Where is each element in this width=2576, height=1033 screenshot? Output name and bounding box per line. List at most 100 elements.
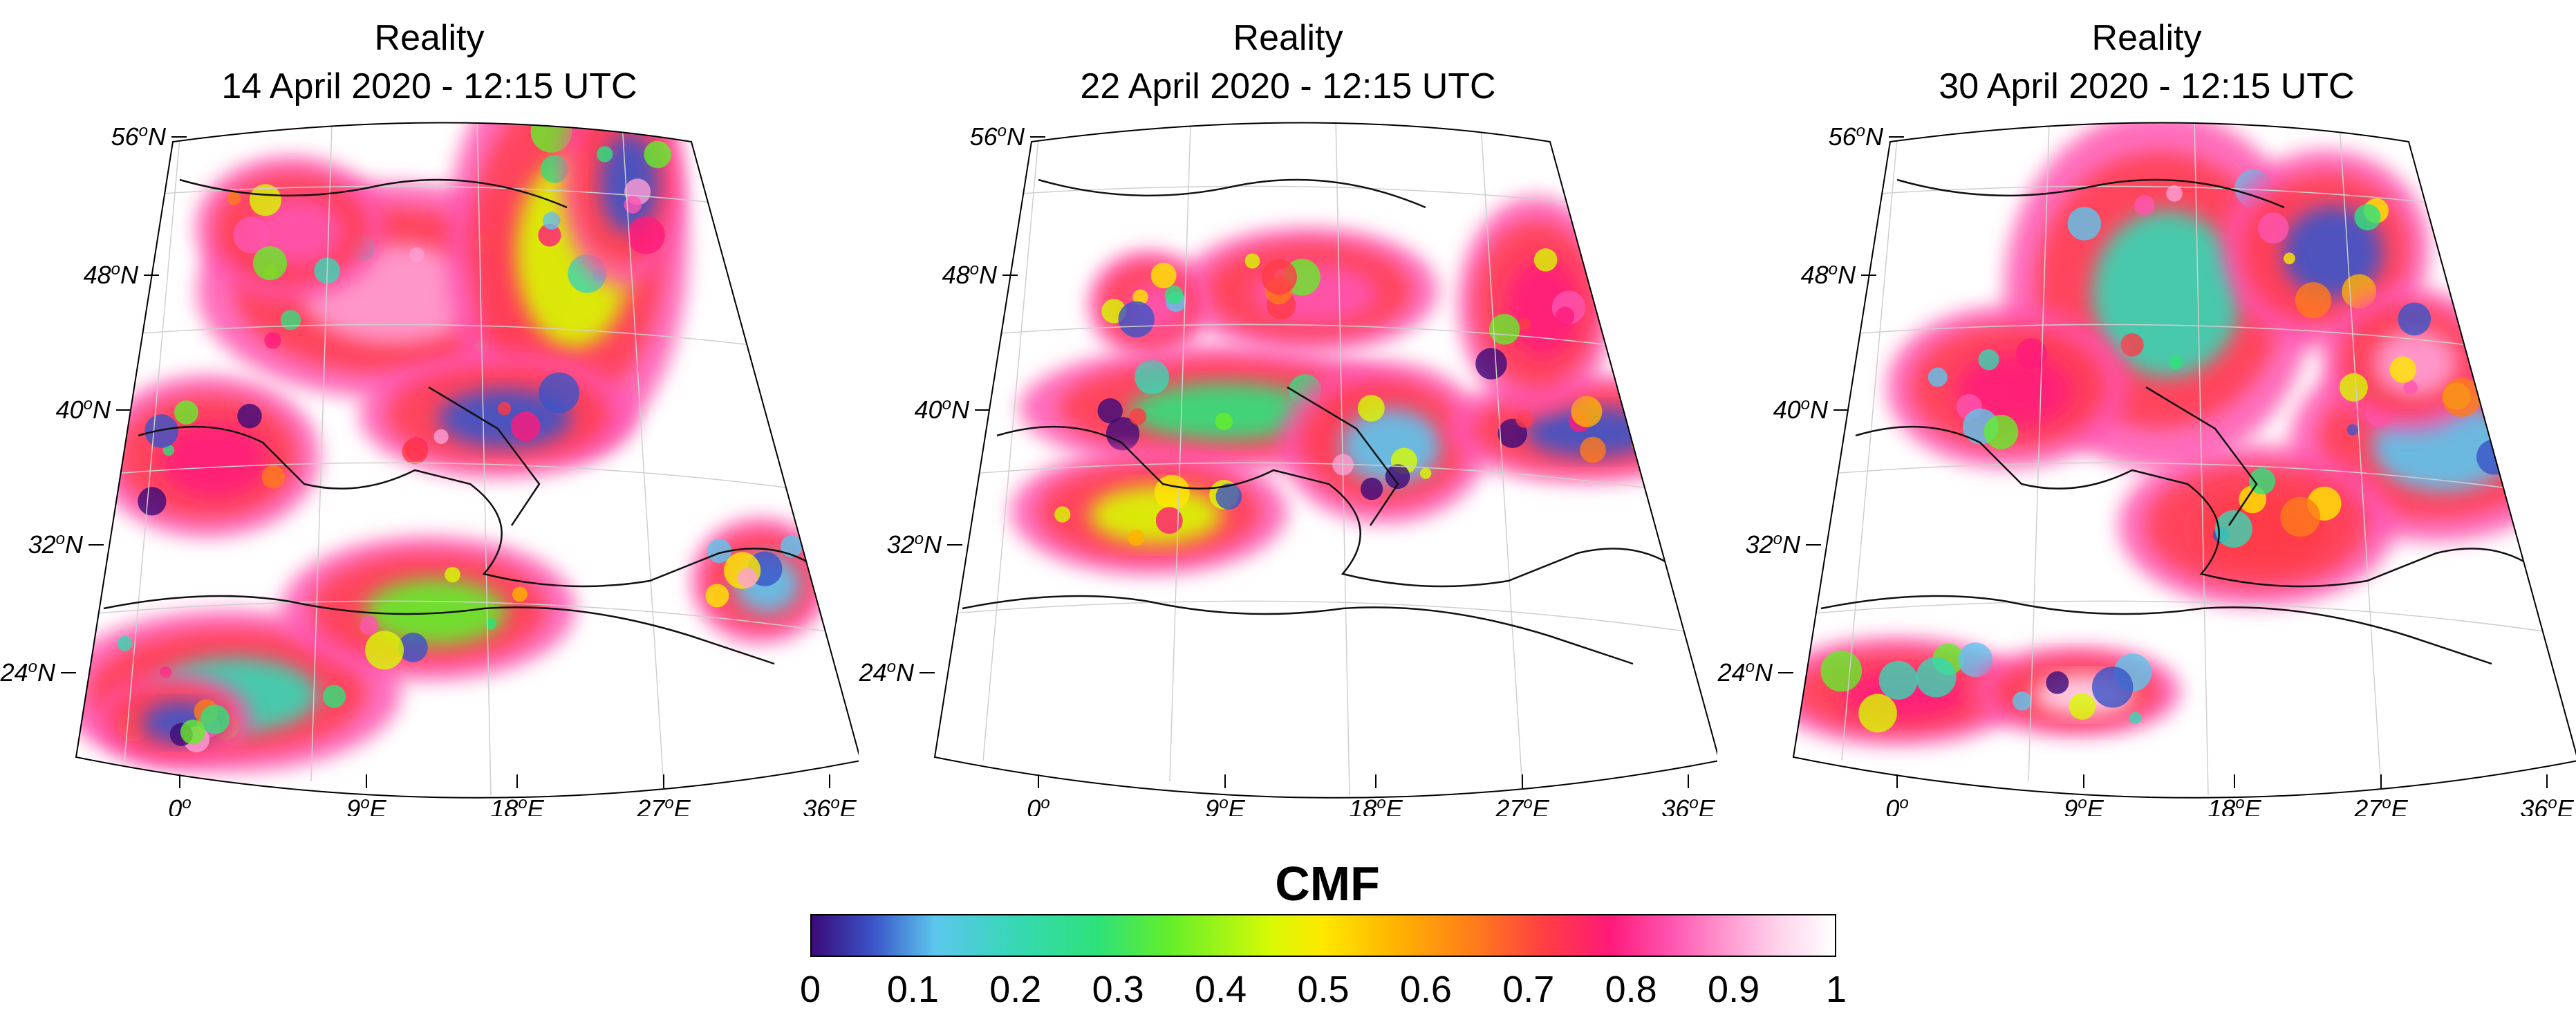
cloud-speck	[322, 685, 346, 708]
cloud-speck	[2248, 467, 2276, 495]
colorbar-tick-label: 1	[1825, 969, 1847, 1010]
cloud-core	[1130, 382, 1320, 440]
cloud-speck	[1164, 285, 1184, 304]
cloud-speck	[180, 719, 205, 745]
lat-label: 24oN	[0, 658, 56, 687]
cloud-speck	[1916, 657, 1957, 698]
cloud-speck	[2346, 424, 2359, 436]
cloud-speck	[138, 487, 167, 516]
panel-date: 14 April 2020 - 12:15 UTC	[221, 66, 637, 106]
colorbar-tick-label: 0.3	[1092, 969, 1144, 1010]
map-frame	[1792, 122, 2576, 799]
lat-label: 56oN	[111, 122, 167, 151]
coastline	[103, 178, 816, 665]
cloud-speck	[117, 635, 133, 651]
colorbar-title: CMF	[1275, 857, 1380, 911]
cloud-speck	[2476, 439, 2512, 475]
lat-label: 32oN	[28, 530, 84, 559]
lon-label: 0o	[168, 794, 191, 817]
cloud-speck	[1358, 394, 1385, 422]
cloud-speck	[1215, 412, 1233, 431]
panel-title: Reality	[1233, 18, 1343, 58]
panel-title: Reality	[2091, 18, 2202, 58]
cloud-speck	[705, 584, 729, 608]
cloud-speck	[227, 191, 241, 205]
cloud-speck	[200, 705, 230, 734]
panel-title: Reality	[374, 18, 485, 58]
cloud-speck	[2013, 691, 2032, 711]
lat-label: 40oN	[56, 395, 111, 425]
cloud-speck	[402, 438, 428, 465]
cloud-speck	[2134, 195, 2155, 216]
lon-label: 9oE	[346, 794, 386, 817]
cloud-speck	[1820, 650, 1863, 692]
cloud-speck	[512, 586, 528, 602]
lon-label: 18oE	[2208, 794, 2261, 817]
lon-label: 18oE	[1349, 794, 1403, 817]
cloud-speck	[1385, 464, 1410, 490]
cloud-speck	[445, 566, 460, 583]
cloud-speck	[237, 403, 262, 429]
cloud-speck	[2398, 302, 2432, 336]
cloud-speck	[249, 184, 281, 216]
cloud-speck	[1858, 694, 1897, 733]
lat-label: 32oN	[1746, 530, 1801, 559]
colorbar-tick-label: 0.1	[886, 969, 939, 1010]
lon-label: 27oE	[2353, 794, 2408, 817]
cloud-speck	[1958, 642, 1993, 678]
lat-label: 48oN	[942, 260, 998, 290]
cloud-speck	[1518, 318, 1531, 331]
cloud-speck	[539, 372, 580, 413]
cloud-speck	[2280, 496, 2321, 537]
cloud-speck	[530, 122, 572, 153]
cloud-speck	[2067, 207, 2102, 241]
cloud-speck	[707, 539, 732, 564]
panel-1: Reality 14 April 2020 - 12:15 UTC 56oN 48…	[0, 0, 859, 816]
cloud-speck	[2283, 252, 2295, 265]
lat-label: 24oN	[859, 658, 915, 687]
cloud-speck	[1128, 529, 1145, 546]
lat-label: 48oN	[1801, 260, 1856, 290]
lon-label: 0o	[1885, 794, 1908, 817]
cloud-speck	[144, 414, 178, 448]
cloud-speck	[1135, 360, 1170, 395]
cloud-speck	[1978, 349, 1999, 371]
panel-date: 22 April 2020 - 12:15 UTC	[1080, 66, 1496, 106]
cloud-speck	[485, 617, 497, 630]
lon-label: 0o	[1027, 794, 1049, 817]
cloud-speck	[2168, 355, 2183, 370]
cloud-speck	[261, 465, 286, 489]
cloud-speck	[2442, 378, 2481, 417]
cloud-speck	[1155, 507, 1183, 534]
cloud-speck	[1215, 483, 1242, 510]
cloud-speck	[360, 615, 379, 635]
colorbar-tick-label: 0	[799, 969, 821, 1010]
cloud-core	[365, 579, 506, 645]
cloud-speck	[365, 631, 404, 670]
cloud-speck	[543, 212, 561, 230]
cloud-speck	[1419, 467, 1432, 479]
lon-label: 27oE	[1495, 794, 1549, 817]
cloud-speck	[1571, 395, 1603, 427]
cloud-core	[1525, 407, 1658, 457]
lon-label: 9oE	[1205, 794, 1245, 817]
cloud-speck	[2295, 282, 2331, 319]
cloud-speck	[624, 196, 642, 214]
cloud-speck	[627, 216, 665, 254]
panel-2: Reality 22 April 2020 - 12:15 UTC 56oN 48…	[859, 0, 1717, 816]
cloud-speck	[2129, 711, 2142, 725]
cloud-speck	[1533, 248, 1558, 272]
cloud-speck	[1475, 348, 1507, 380]
colorbar-tick-label: 0.5	[1297, 969, 1350, 1010]
lat-label: 56oN	[1829, 122, 1884, 151]
cloud-speck	[497, 402, 512, 416]
cloud-speck	[597, 146, 613, 162]
cloud-speck	[2091, 666, 2134, 708]
cloud-core	[160, 422, 268, 497]
cloud-speck	[1360, 477, 1383, 501]
cloud-core	[1506, 258, 1580, 357]
cloud-speck	[174, 400, 198, 425]
cloud-speck	[1580, 436, 1606, 463]
cloud-speck	[1488, 314, 1520, 345]
colorbar-tick-label: 0.6	[1399, 969, 1452, 1010]
